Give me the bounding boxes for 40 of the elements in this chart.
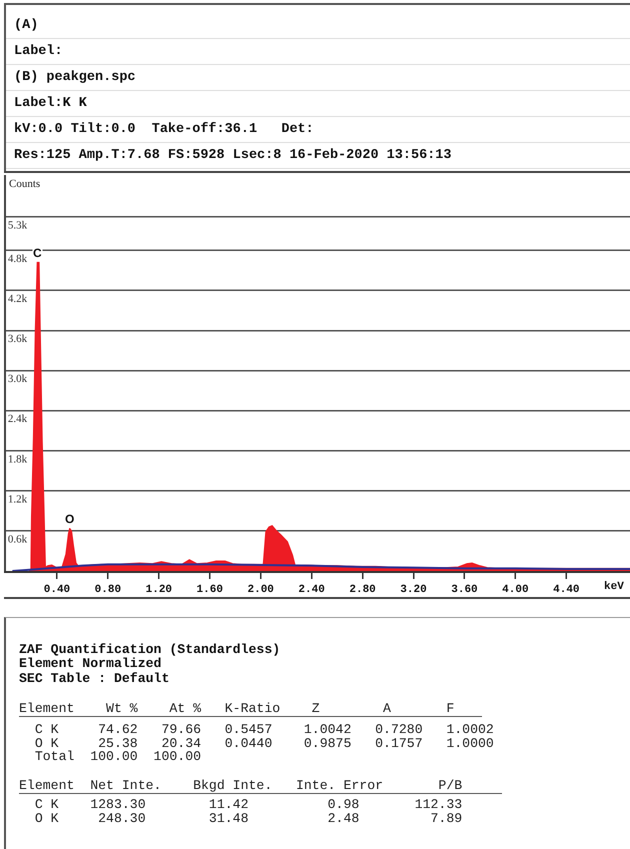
text: kV:0.0 Tilt:0.0 Take-off:36.1 Det: (6, 117, 630, 143)
x-axis-title: keV (604, 581, 624, 593)
y-tick-label: 2.4k (8, 413, 28, 426)
text: Element Wt % At % K-Ratio Z A F (19, 701, 482, 717)
y-tick-label: 3.0k (8, 373, 28, 386)
text: C K 1283.30 11.42 0.98 112.33 (34, 797, 462, 812)
y-tick-label: 1.2k (8, 493, 28, 506)
x-tick-label: 2.40 (298, 584, 325, 596)
text: (A) (6, 13, 630, 39)
y-axis-title: Counts (9, 178, 40, 190)
text: ZAF Quantification (Standardless) (19, 642, 280, 657)
text: Element Normalized (19, 656, 162, 671)
text: (B) peakgen.spc (6, 65, 630, 91)
x-tick-label: 0.80 (94, 584, 122, 596)
y-tick-label: 4.8k (8, 252, 28, 265)
text: Label: (6, 39, 630, 65)
annotation: C (33, 246, 42, 260)
text: C K 74.62 79.66 0.5457 1.0042 0.7280 1.0002 (34, 722, 494, 737)
y-tick-label: 0.6k (8, 533, 28, 546)
x-tick-label: 2.80 (349, 584, 376, 596)
x-tick-label: 0.40 (44, 584, 70, 596)
x-tick-label: 3.60 (451, 584, 478, 596)
text: Total 100.00 100.00 (34, 749, 202, 764)
text: Element Net Inte. Bkgd Inte. Inte. Error P/B (19, 778, 502, 794)
text: O K 248.30 31.48 2.48 7.89 (34, 811, 462, 826)
x-tick-label: 2.00 (247, 584, 274, 596)
x-tick-label: 4.00 (502, 584, 529, 596)
text: SEC Table : Default (19, 671, 170, 686)
x-tick-label: 1.20 (146, 584, 172, 596)
y-tick-label: 1.8k (8, 453, 28, 466)
annotation: O (65, 512, 74, 526)
y-tick-label: 5.3k (8, 220, 28, 232)
y-tick-label: 4.2k (8, 292, 28, 305)
x-tick-label: 4.40 (553, 584, 580, 596)
y-tick-label: 3.6k (8, 333, 28, 346)
text: Label:K K (6, 91, 630, 117)
x-tick-label: 1.60 (196, 584, 223, 596)
x-tick-label: 3.20 (400, 584, 427, 596)
text: O K 25.38 20.34 0.0440 0.9875 0.1757 1.0000 (34, 736, 494, 751)
text: Res:125 Amp.T:7.68 FS:5928 Lsec:8 16-Feb-2020 13:56:13 (6, 143, 630, 169)
